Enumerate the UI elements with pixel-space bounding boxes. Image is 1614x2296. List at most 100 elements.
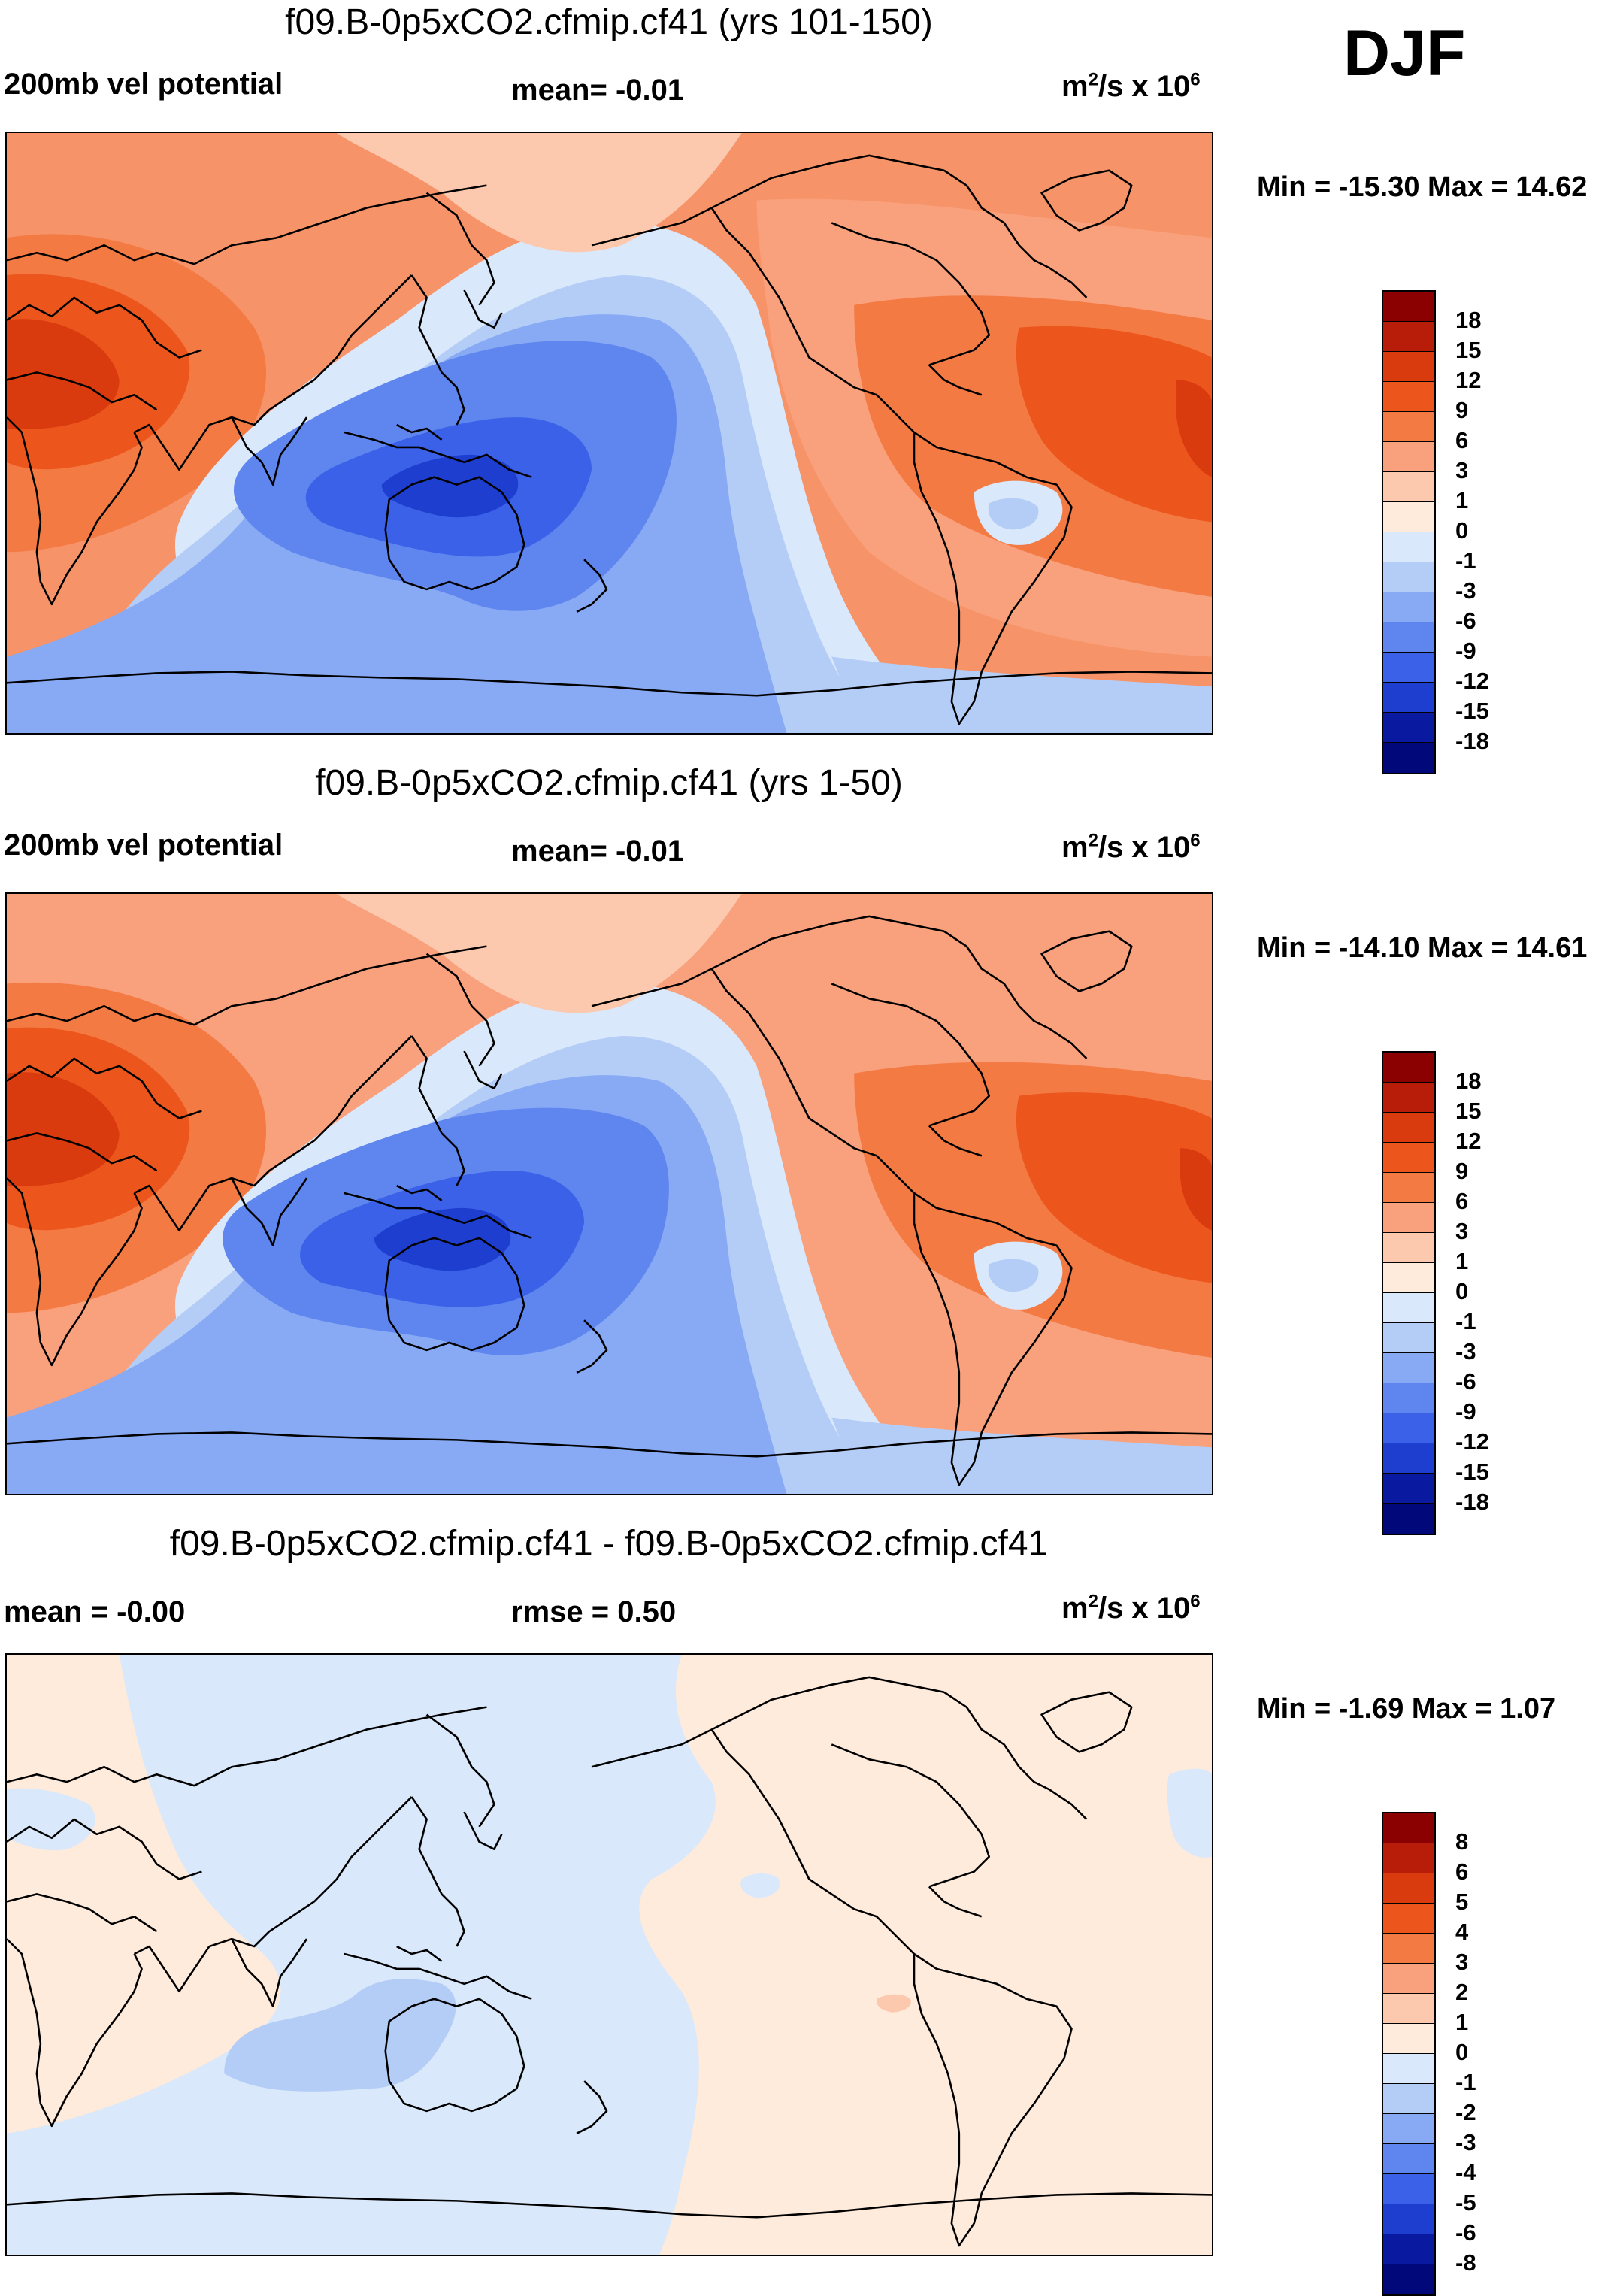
colorbar-swatch: [1383, 622, 1434, 653]
panel2-map: [5, 892, 1213, 1495]
colorbar-swatch: [1383, 1263, 1434, 1293]
colorbar-level-label: -1: [1455, 1308, 1476, 1334]
colorbar-swatch: [1383, 683, 1434, 713]
colorbar-swatch: [1383, 1083, 1434, 1113]
colorbar-level-label: 0: [1455, 1278, 1469, 1304]
colorbar-swatch: [1383, 1113, 1434, 1143]
colorbar-swatch: [1383, 713, 1434, 743]
panel1-mean-label: mean= -0.01: [511, 74, 685, 107]
colorbar-level-label: -6: [1455, 1368, 1476, 1395]
colorbar-level-label: 9: [1455, 1158, 1469, 1184]
colorbar-level-label: 6: [1455, 1858, 1469, 1885]
colorbar-swatch: [1383, 1813, 1434, 1843]
panel2-title: f09.B-0p5xCO2.cfmip.cf41 (yrs 1-50): [315, 763, 903, 803]
colorbar-swatch: [1383, 1203, 1434, 1233]
panel3-units-label: m2/s x 106: [1061, 1591, 1201, 1625]
colorbar-level-label: 15: [1455, 1098, 1482, 1124]
colorbar-level-label: -1: [1455, 2069, 1476, 2095]
colorbar-swatch: [1383, 502, 1434, 532]
colorbar-level-label: -9: [1455, 1398, 1476, 1425]
colorbar-level-label: 1: [1455, 487, 1469, 513]
colorbar-swatch: [1383, 2114, 1434, 2144]
colorbar-level-label: 9: [1455, 397, 1469, 423]
colorbar-level-label: 2: [1455, 1979, 1469, 2005]
colorbar-swatch: [1383, 1173, 1434, 1203]
colorbar-swatch: [1383, 532, 1434, 562]
panel1-title: f09.B-0p5xCO2.cfmip.cf41 (yrs 101-150): [285, 2, 933, 42]
colorbar-level-label: -6: [1455, 2219, 1476, 2246]
colorbar-level-label: -12: [1455, 668, 1489, 694]
panel2-minmax: Min = -14.10 Max = 14.61: [1257, 932, 1588, 964]
panel1-units-label: m2/s x 106: [1061, 69, 1201, 103]
colorbar-level-label: 3: [1455, 1218, 1469, 1244]
colorbar-level-label: 12: [1455, 1128, 1482, 1154]
colorbar-swatch: [1383, 2234, 1434, 2264]
colorbar-level-label: 1: [1455, 2009, 1469, 2035]
colorbar-level-label: -5: [1455, 2189, 1476, 2216]
colorbar-level-label: -3: [1455, 1338, 1476, 1365]
colorbar-level-label: 8: [1455, 1828, 1469, 1855]
colorbar-swatch: [1383, 1323, 1434, 1353]
colorbar-level-label: 18: [1455, 307, 1482, 333]
panel1-map: [5, 132, 1213, 735]
colorbar-level-label: 18: [1455, 1068, 1482, 1094]
colorbar-swatch: [1383, 1353, 1434, 1383]
colorbar-level-label: -4: [1455, 2159, 1476, 2185]
colorbar-level-label: 3: [1455, 1949, 1469, 1975]
colorbar-level-label: -6: [1455, 607, 1476, 634]
colorbar-swatch: [1383, 1964, 1434, 1994]
season-label: DJF: [1343, 17, 1466, 89]
colorbar-swatch: [1383, 2144, 1434, 2174]
colorbar-swatch: [1383, 1994, 1434, 2024]
panel3-rmse-label: rmse = 0.50: [511, 1595, 677, 1628]
colorbar-level-label: -12: [1455, 1428, 1489, 1455]
colorbar-level-label: 6: [1455, 1188, 1469, 1214]
colorbar-swatch: [1383, 1873, 1434, 1904]
colorbar-level-label: 5: [1455, 1889, 1469, 1915]
colorbar-level-label: -9: [1455, 638, 1476, 664]
colorbar-swatch: [1383, 2204, 1434, 2234]
colorbar-level-label: -2: [1455, 2099, 1476, 2125]
colorbar-level-label: -15: [1455, 1458, 1489, 1485]
colorbar-swatch: [1383, 472, 1434, 502]
colorbar-swatch: [1383, 2024, 1434, 2054]
colorbar-swatch: [1383, 2174, 1434, 2204]
colorbar-level-label: 1: [1455, 1248, 1469, 1274]
colorbar-swatch: [1383, 2264, 1434, 2294]
colorbar-swatch: [1383, 382, 1434, 412]
colorbar-level-label: 3: [1455, 457, 1469, 483]
panel2-mean-label: mean= -0.01: [511, 834, 685, 868]
colorbar-swatch: [1383, 1934, 1434, 1964]
colorbar-level-label: -18: [1455, 728, 1489, 754]
colorbar-level-label: -1: [1455, 547, 1476, 574]
colorbar-level-label: 15: [1455, 337, 1482, 363]
colorbar-level-label: 6: [1455, 427, 1469, 453]
colorbar-swatch: [1383, 743, 1434, 773]
colorbar-swatch: [1383, 1843, 1434, 1873]
panel1-colorbar: [1382, 290, 1436, 774]
panel3-minmax: Min = -1.69 Max = 1.07: [1257, 1693, 1556, 1725]
colorbar-swatch: [1383, 442, 1434, 472]
panel2-variable-label: 200mb vel potential: [4, 828, 283, 862]
colorbar-swatch: [1383, 1143, 1434, 1173]
colorbar-swatch: [1383, 562, 1434, 592]
colorbar-level-label: 0: [1455, 517, 1469, 544]
colorbar-swatch: [1383, 1443, 1434, 1474]
colorbar-swatch: [1383, 1233, 1434, 1263]
colorbar-level-label: -8: [1455, 2249, 1476, 2276]
colorbar-level-label: -3: [1455, 2129, 1476, 2155]
colorbar-swatch: [1383, 322, 1434, 352]
panel3-map: [5, 1653, 1213, 2256]
colorbar-swatch: [1383, 1904, 1434, 1934]
panel3-colorbar: [1382, 1812, 1436, 2296]
colorbar-level-label: -18: [1455, 1489, 1489, 1515]
panel2-colorbar: [1382, 1051, 1436, 1535]
colorbar-level-label: -15: [1455, 698, 1489, 724]
panel3-contour-plot: [7, 1655, 1212, 2255]
colorbar-swatch: [1383, 352, 1434, 382]
panel2-contour-plot: [7, 894, 1212, 1494]
panel3-title: f09.B-0p5xCO2.cfmip.cf41 - f09.B-0p5xCO2…: [169, 1524, 1049, 1564]
colorbar-level-label: -3: [1455, 577, 1476, 604]
colorbar-swatch: [1383, 2084, 1434, 2114]
colorbar-swatch: [1383, 2054, 1434, 2084]
